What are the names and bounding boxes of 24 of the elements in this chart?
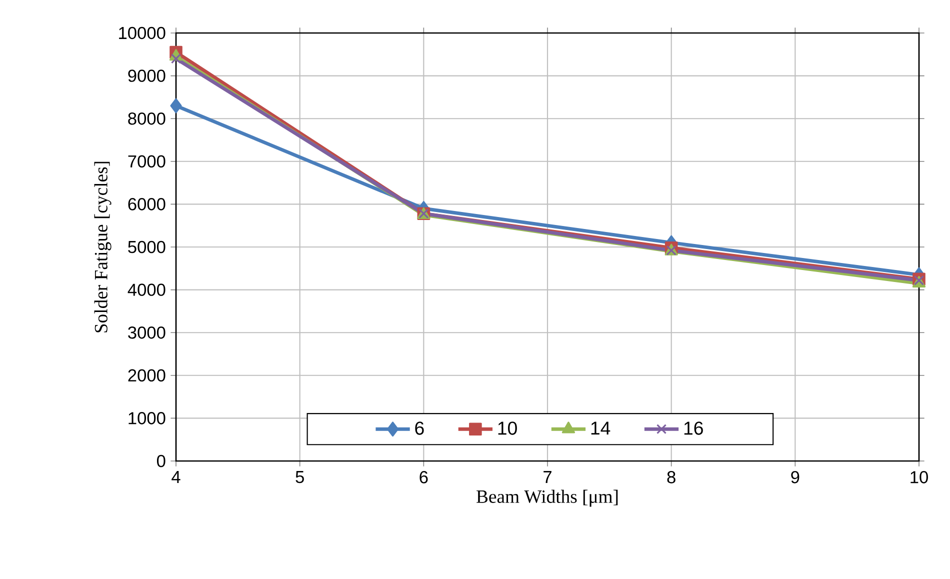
y-tick-label: 4000: [128, 284, 166, 296]
legend-label: 10: [498, 422, 517, 435]
y-tick-label: 8000: [128, 112, 166, 125]
x-tick-label: 6: [420, 471, 428, 484]
y-tick-label: 1000: [128, 412, 166, 424]
y-tick-label: 3000: [128, 326, 166, 339]
x-tick-label: 4: [172, 471, 180, 483]
legend-label: 16: [684, 422, 703, 435]
y-tick-label: 2000: [128, 369, 166, 382]
legend-label: 14: [591, 422, 610, 435]
x-tick-label: 5: [296, 471, 304, 484]
y-axis-title: Solder Fatigue [cycles]: [94, 162, 112, 332]
y-tick-label: 7000: [128, 155, 166, 168]
x-tick-label: 8: [667, 471, 676, 484]
y-tick-label: 0: [156, 454, 166, 468]
y-tick-label: 10000: [119, 26, 166, 40]
x-tick-label: 10: [910, 471, 928, 484]
legend-label: 6: [415, 422, 424, 435]
x-axis-title: Beam Widths [μm]: [476, 490, 618, 507]
y-tick-label: 5000: [128, 240, 166, 254]
y-tick-label: 9000: [128, 70, 166, 82]
x-tick-label: 9: [791, 471, 800, 484]
y-tick-label: 6000: [128, 198, 166, 210]
x-tick-label: 7: [544, 471, 552, 483]
